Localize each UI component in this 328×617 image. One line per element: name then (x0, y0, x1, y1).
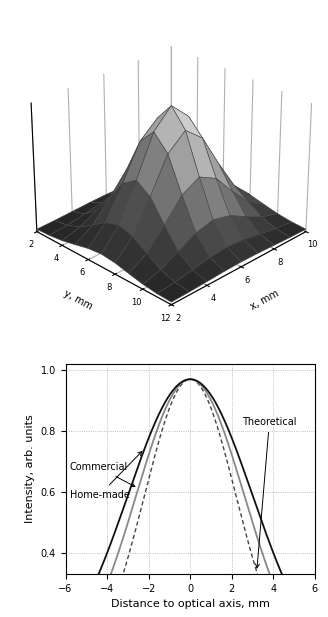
X-axis label: Distance to optical axis, mm: Distance to optical axis, mm (111, 599, 270, 609)
Y-axis label: y, mm: y, mm (62, 289, 93, 312)
Y-axis label: Intensity, arb. units: Intensity, arb. units (25, 415, 35, 523)
Text: Commercial: Commercial (70, 462, 135, 487)
Text: Theoretical: Theoretical (242, 417, 297, 568)
X-axis label: x, mm: x, mm (249, 289, 281, 312)
Text: Home-made: Home-made (70, 452, 142, 500)
